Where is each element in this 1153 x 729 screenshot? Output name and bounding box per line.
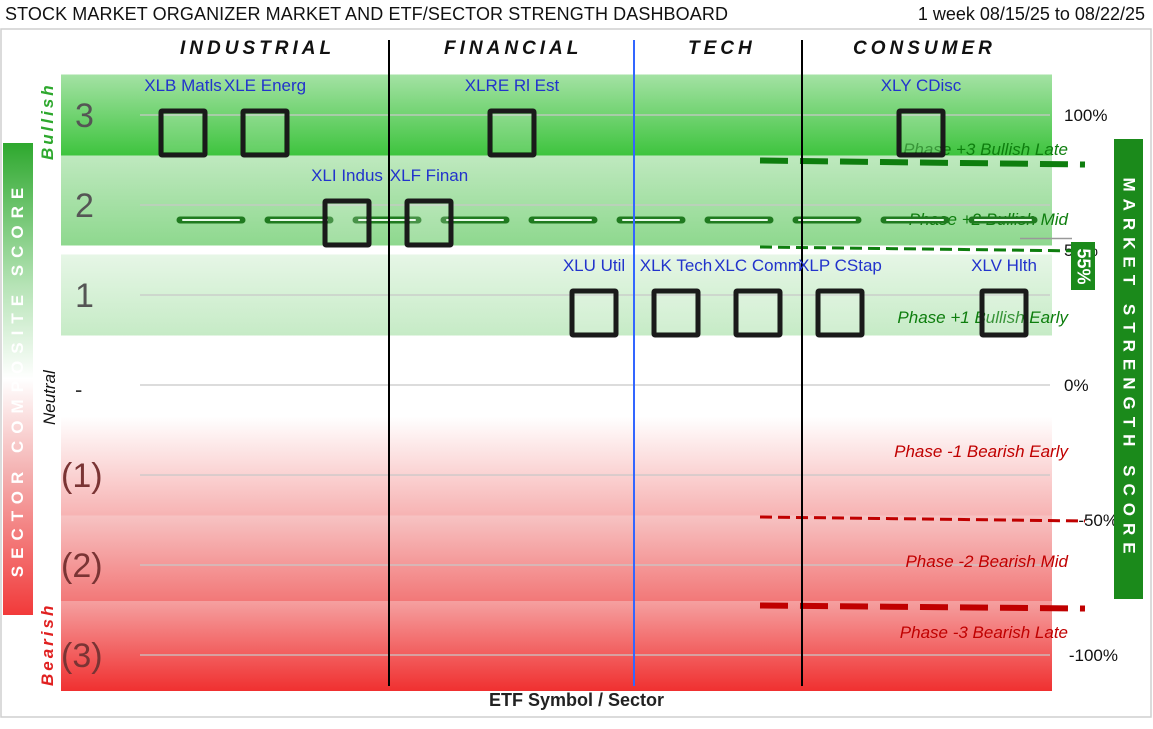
- marker-xlk-tech: [651, 288, 701, 338]
- marker-fill-xlb-matls: [164, 114, 202, 152]
- bullish-label: Bullish: [38, 82, 57, 160]
- threshold-line-minus-50: [759, 515, 1086, 523]
- y2-tick-0: 0%: [1064, 376, 1089, 395]
- band-minus-1: [61, 416, 1052, 516]
- point-label-xlk-tech: XLK Tech: [640, 256, 712, 275]
- y2-tick-100: -100%: [1069, 646, 1118, 665]
- marker-fill-xlp-cstap: [821, 294, 859, 332]
- marker-xle-energ: [240, 108, 290, 158]
- phase-label-phase-2-bearish-mid: Phase -2 Bearish Mid: [905, 552, 1068, 571]
- band-minus-2: [61, 515, 1052, 601]
- y-tick-1: (1): [61, 457, 103, 495]
- sector-label-industrial: INDUSTRIAL: [180, 38, 336, 59]
- bearish-label: Bearish: [38, 602, 57, 686]
- point-label-xlb-matls: XLB Matls: [144, 76, 221, 95]
- point-label-xlc-comm: XLC Comm: [714, 256, 802, 275]
- y-tick-3: 3: [75, 97, 94, 135]
- threshold-line-plus-50: [759, 245, 1086, 253]
- marker-fill-xlf-finan: [410, 204, 448, 242]
- market-strength-axis-title: MARKET STRENGTH SCORE: [1114, 139, 1143, 599]
- marker-xly-cdisc: [896, 108, 946, 158]
- point-label-xlp-cstap: XLP CStap: [798, 256, 882, 275]
- y-tick-1: 1: [75, 277, 94, 315]
- marker-fill-xlk-tech: [657, 294, 695, 332]
- date-range: 1 week 08/15/25 to 08/22/25: [917, 4, 1145, 24]
- marker-fill-xly-cdisc: [902, 114, 940, 152]
- point-label-xly-cdisc: XLY CDisc: [881, 76, 962, 95]
- threshold-line-minus-75: [759, 602, 1086, 612]
- marker-xlf-finan: [404, 198, 454, 248]
- marker-fill-xlu-util: [575, 294, 613, 332]
- point-label-xli-indus: XLI Indus: [311, 166, 383, 185]
- marker-fill-xlv-hlth: [985, 294, 1023, 332]
- point-label-xlu-util: XLU Util: [563, 256, 625, 275]
- y2-tick-50: -50%: [1078, 511, 1118, 530]
- sector-label-financial: FINANCIAL: [444, 38, 583, 59]
- point-label-xlf-finan: XLF Finan: [390, 166, 468, 185]
- neutral-label: Neutral: [40, 370, 59, 425]
- marker-xlb-matls: [158, 108, 208, 158]
- marker-fill-xlc-comm: [739, 294, 777, 332]
- plot-frame: [0, 28, 1152, 718]
- marker-xlv-hlth: [979, 288, 1029, 338]
- x-axis-label: ETF Symbol / Sector: [488, 690, 665, 710]
- y-tick-3: (3): [61, 637, 103, 675]
- sector-label-tech: TECH: [688, 38, 756, 59]
- y-tick-2: (2): [61, 547, 103, 585]
- phase-label-phase-3-bearish-late: Phase -3 Bearish Late: [900, 623, 1068, 642]
- y2-tick-100: 100%: [1064, 106, 1107, 125]
- marker-xli-indus: [322, 198, 372, 248]
- band-plus-2: [61, 155, 1052, 246]
- marker-fill-xli-indus: [328, 204, 366, 242]
- marker-fill-xlre-rl-est: [493, 114, 531, 152]
- marker-xlp-cstap: [815, 288, 865, 338]
- dashboard-title: STOCK MARKET ORGANIZER MARKET AND ETF/SE…: [5, 4, 729, 24]
- sector-score-axis-title: SECTOR COMPOSITE SCORE: [8, 180, 28, 578]
- marker-fill-xle-energ: [246, 114, 284, 152]
- marker-xlu-util: [569, 288, 619, 338]
- band-minus-3: [61, 601, 1052, 691]
- threshold-line-plus-75: [759, 157, 1086, 168]
- point-label-xlre-rl-est: XLRE Rl Est: [465, 76, 560, 95]
- point-label-xlv-hlth: XLV Hlth: [971, 256, 1037, 275]
- marker-xlc-comm: [733, 288, 783, 338]
- market-strength-badge: 55%: [1071, 242, 1095, 290]
- point-label-xle-energ: XLE Energ: [224, 76, 306, 95]
- marker-xlre-rl-est: [487, 108, 537, 158]
- y-tick-: -: [75, 377, 82, 402]
- sector-score-gradient-bar: [3, 143, 33, 615]
- sector-label-consumer: CONSUMER: [853, 38, 996, 59]
- phase-label-phase-1-bearish-early: Phase -1 Bearish Early: [894, 442, 1069, 461]
- y-tick-2: 2: [75, 187, 94, 225]
